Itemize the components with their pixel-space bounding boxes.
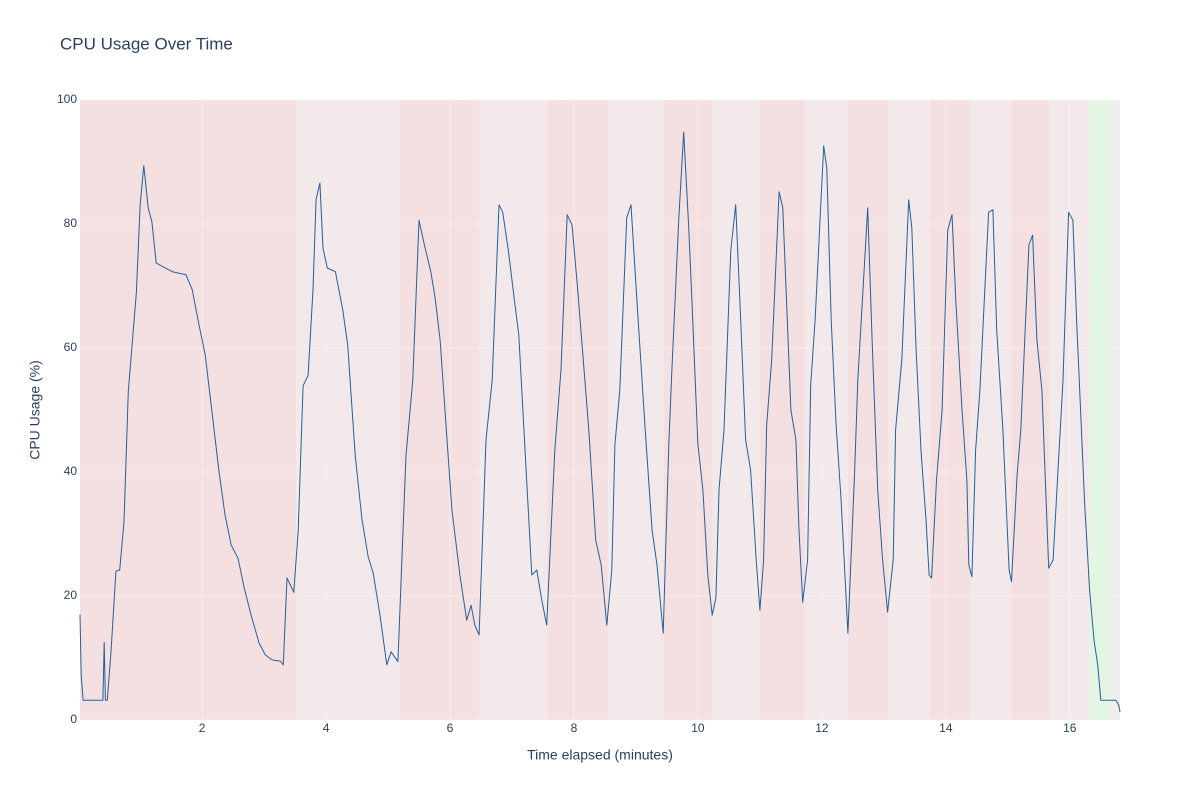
x-tick-label: 8 — [571, 721, 578, 735]
shaded-region — [1089, 100, 1111, 720]
shaded-region — [1049, 100, 1090, 720]
shaded-region — [712, 100, 760, 720]
shaded-region — [80, 100, 297, 720]
shaded-region — [479, 100, 547, 720]
x-tick-label: 12 — [815, 721, 829, 735]
y-axis-title: CPU Usage (%) — [27, 360, 43, 460]
shaded-region — [929, 100, 971, 720]
x-tick-label: 2 — [199, 721, 206, 735]
shaded-region — [546, 100, 609, 720]
y-tick-label: 100 — [57, 92, 77, 106]
shaded-region — [1110, 100, 1120, 720]
shaded-region — [608, 100, 664, 720]
ticks: 0 20 40 60 80 100 2 4 6 8 10 12 14 16 — [57, 92, 1077, 735]
shaded-region — [1010, 100, 1050, 720]
y-tick-label: 20 — [64, 588, 78, 602]
grid — [80, 99, 1120, 721]
regions — [80, 100, 1120, 720]
chart-title: CPU Usage Over Time — [60, 34, 233, 53]
shaded-region — [805, 100, 848, 720]
x-tick-label: 14 — [939, 721, 953, 735]
y-tick-label: 40 — [64, 464, 78, 478]
x-tick-label: 10 — [691, 721, 705, 735]
shaded-region — [759, 100, 806, 720]
x-tick-label: 16 — [1063, 721, 1077, 735]
x-tick-label: 4 — [323, 721, 330, 735]
y-tick-label: 80 — [64, 216, 78, 230]
shaded-region — [888, 100, 930, 720]
y-tick-label: 0 — [70, 712, 77, 726]
shaded-region — [663, 100, 713, 720]
shaded-region — [970, 100, 1011, 720]
shaded-region — [847, 100, 889, 720]
shaded-region — [296, 100, 400, 720]
plot — [79, 131, 1121, 712]
x-tick-label: 6 — [447, 721, 454, 735]
x-axis-title: Time elapsed (minutes) — [527, 747, 673, 763]
shaded-region — [399, 100, 480, 720]
y-tick-label: 60 — [64, 340, 78, 354]
cpu-line — [79, 131, 1121, 712]
